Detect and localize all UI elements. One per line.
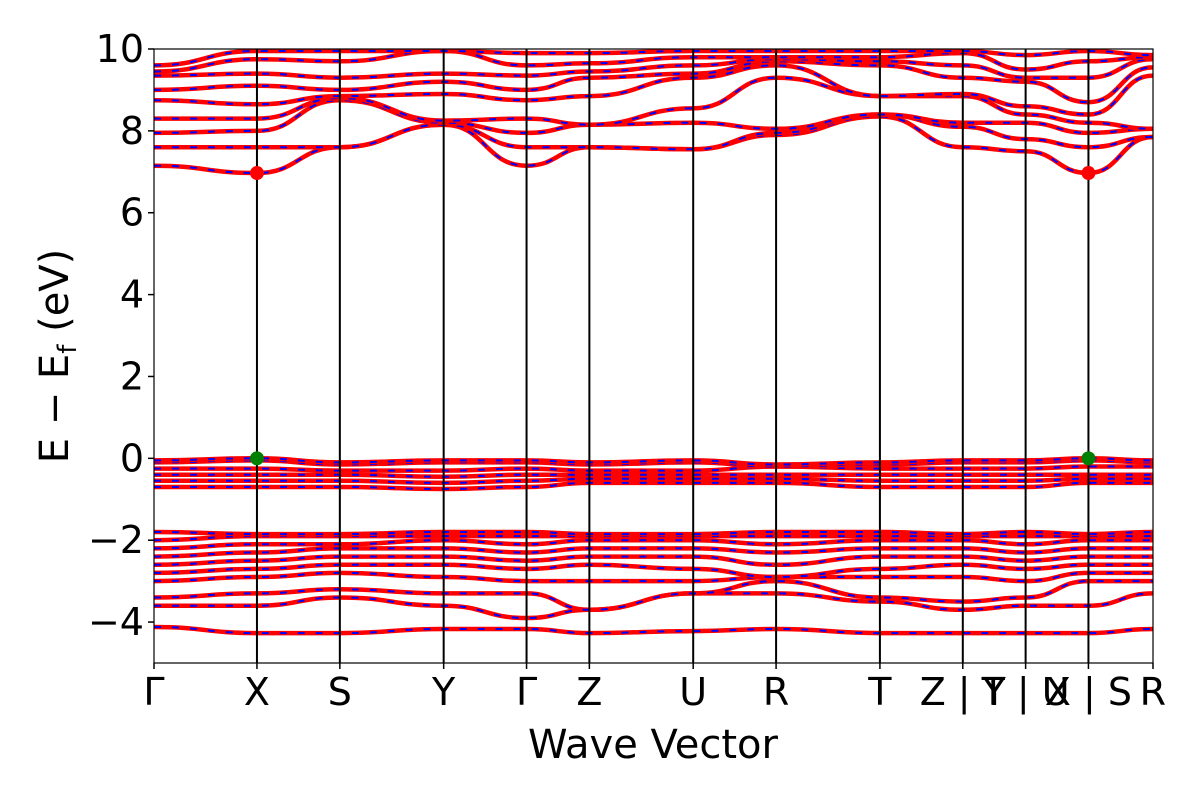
vbm-marker — [1081, 451, 1096, 466]
y-axis-ticks: 10 8 6 4 2 0 −2 −4 — [88, 27, 154, 644]
x-tick-label: S — [328, 670, 352, 714]
band-5 — [154, 554, 1153, 568]
band-9 — [154, 529, 1153, 537]
band-11 — [154, 476, 1153, 486]
y-tick-label: −2 — [88, 518, 144, 562]
x-tick-label: T | U — [981, 670, 1070, 715]
x-tick-label: U — [679, 670, 707, 714]
band-12 — [154, 472, 1153, 480]
y-tick-label: 8 — [120, 109, 144, 153]
band-line-spin-down — [154, 457, 1153, 466]
y-axis-label-unit: (eV) — [32, 249, 78, 345]
band-line-spin-down — [154, 571, 1153, 583]
y-tick-label: 10 — [96, 27, 144, 71]
x-tick-label: Γ — [516, 670, 537, 714]
x-tick-label: X — [244, 670, 270, 714]
band-line-spin-down — [154, 626, 1153, 635]
band-line-spin-down — [154, 76, 1153, 130]
y-tick-label: 4 — [120, 273, 144, 317]
band-line-spin-down — [154, 477, 1153, 484]
y-axis-label-subscript: f — [53, 344, 83, 354]
band-line-spin-down — [154, 49, 1153, 67]
band-0 — [154, 624, 1153, 636]
x-tick-label: Γ — [143, 670, 164, 714]
x-tick-label: R — [763, 670, 789, 714]
band-18 — [154, 97, 1153, 136]
band-line-spin-up — [154, 480, 1153, 492]
x-tick-label: Z | Y — [920, 670, 1007, 715]
y-axis-label: E − Ef (eV) — [32, 249, 83, 464]
band-24 — [154, 49, 1153, 68]
cbm-marker — [1081, 166, 1096, 181]
x-tick-label: T — [867, 670, 892, 714]
band-13 — [154, 464, 1153, 473]
bands-layer — [154, 49, 1153, 636]
cbm-marker — [249, 166, 264, 181]
band-line-spin-up — [154, 112, 1153, 152]
band-line-spin-down — [154, 481, 1153, 491]
y-axis-label-main: E − E — [32, 354, 78, 464]
plot-frame — [153, 48, 1154, 664]
band-10 — [154, 480, 1153, 492]
x-axis-label: Wave Vector — [528, 722, 779, 768]
y-tick-label: 2 — [120, 354, 144, 398]
x-tick-label: X | S — [1045, 670, 1132, 715]
band-line-spin-down — [154, 473, 1153, 478]
vbm-marker — [249, 451, 264, 466]
high-symmetry-lines — [255, 49, 1090, 663]
band-line-spin-down — [154, 465, 1153, 472]
band-17 — [154, 112, 1153, 152]
y-tick-label: −4 — [88, 600, 144, 644]
band-line-spin-down — [154, 113, 1153, 151]
x-tick-label: Z — [576, 670, 602, 714]
y-tick-label: 0 — [120, 436, 144, 480]
x-tick-label: R — [1140, 670, 1166, 714]
y-tick-label: 6 — [120, 191, 144, 235]
extrema-markers — [249, 166, 1096, 466]
x-tick-label: Y — [431, 670, 456, 714]
band-3 — [154, 570, 1153, 584]
band-line-spin-down — [154, 99, 1153, 134]
band-15 — [154, 456, 1153, 467]
